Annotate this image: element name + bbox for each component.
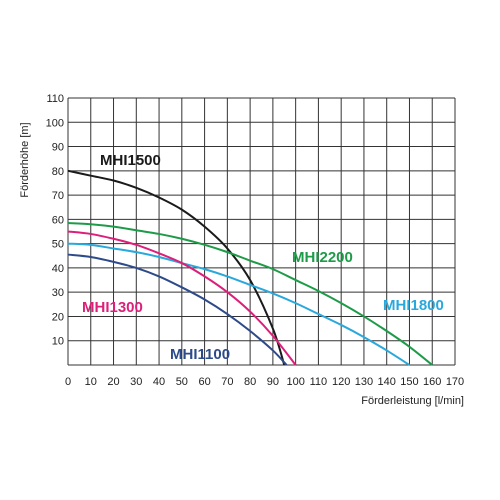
y-tick-label: 30 [52,287,64,299]
series-line-mhi2200 [67,222,433,366]
x-axis-label: Förderleistung [l/min] [361,395,464,407]
y-axis-label: Förderhöhe [m] [19,122,31,197]
grid [67,97,456,366]
y-tick-label: 10 [52,336,64,348]
x-tick-label: 30 [130,376,142,388]
y-tick-label: 40 [52,263,64,275]
x-tick-label: 60 [198,376,210,388]
series-label-mhi1300: MHI1300 [82,299,143,316]
pump-curves [67,169,433,366]
x-tick-label: 10 [85,376,97,388]
x-tick-label: 120 [332,376,350,388]
y-tick-label: 80 [52,166,64,178]
y-tick-label: 90 [52,142,64,154]
x-tick-label: 40 [153,376,165,388]
y-tick-label: 50 [52,239,64,251]
x-tick-label: 140 [378,376,396,388]
series-labels: MHI1500 MHI2200 MHI1800 MHI1300 MHI1100 [82,152,444,363]
y-axis-ticks: 10 20 30 40 50 60 70 80 90 100 110 [46,93,64,348]
series-label-mhi2200: MHI2200 [292,249,353,266]
x-tick-label: 100 [286,376,304,388]
series-line-mhi1100 [67,253,288,366]
x-tick-label: 150 [400,376,418,388]
x-tick-label: 90 [267,376,279,388]
x-tick-label: 70 [221,376,233,388]
series-line-mhi1800 [67,242,411,366]
x-tick-label: 50 [176,376,188,388]
x-axis-ticks: 0 10 20 30 40 50 60 70 80 90 100 110 120 130 140 150 160… [65,376,464,388]
series-line-mhi1300 [67,230,297,366]
y-tick-label: 100 [46,117,64,129]
y-tick-label: 70 [52,190,64,202]
x-tick-label: 0 [65,376,71,388]
series-label-mhi1500: MHI1500 [100,152,161,169]
y-tick-label: 20 [52,311,64,323]
series-label-mhi1800: MHI1800 [383,297,444,314]
x-tick-label: 160 [423,376,441,388]
series-label-mhi1100: MHI1100 [170,346,230,363]
series-line-mhi1500 [67,169,286,366]
y-tick-label: 60 [52,214,64,226]
x-tick-label: 80 [244,376,256,388]
x-tick-label: 110 [310,376,328,388]
x-tick-label: 20 [107,376,119,388]
x-tick-label: 170 [446,376,464,388]
x-tick-label: 130 [355,376,373,388]
y-tick-label: 110 [46,93,64,105]
